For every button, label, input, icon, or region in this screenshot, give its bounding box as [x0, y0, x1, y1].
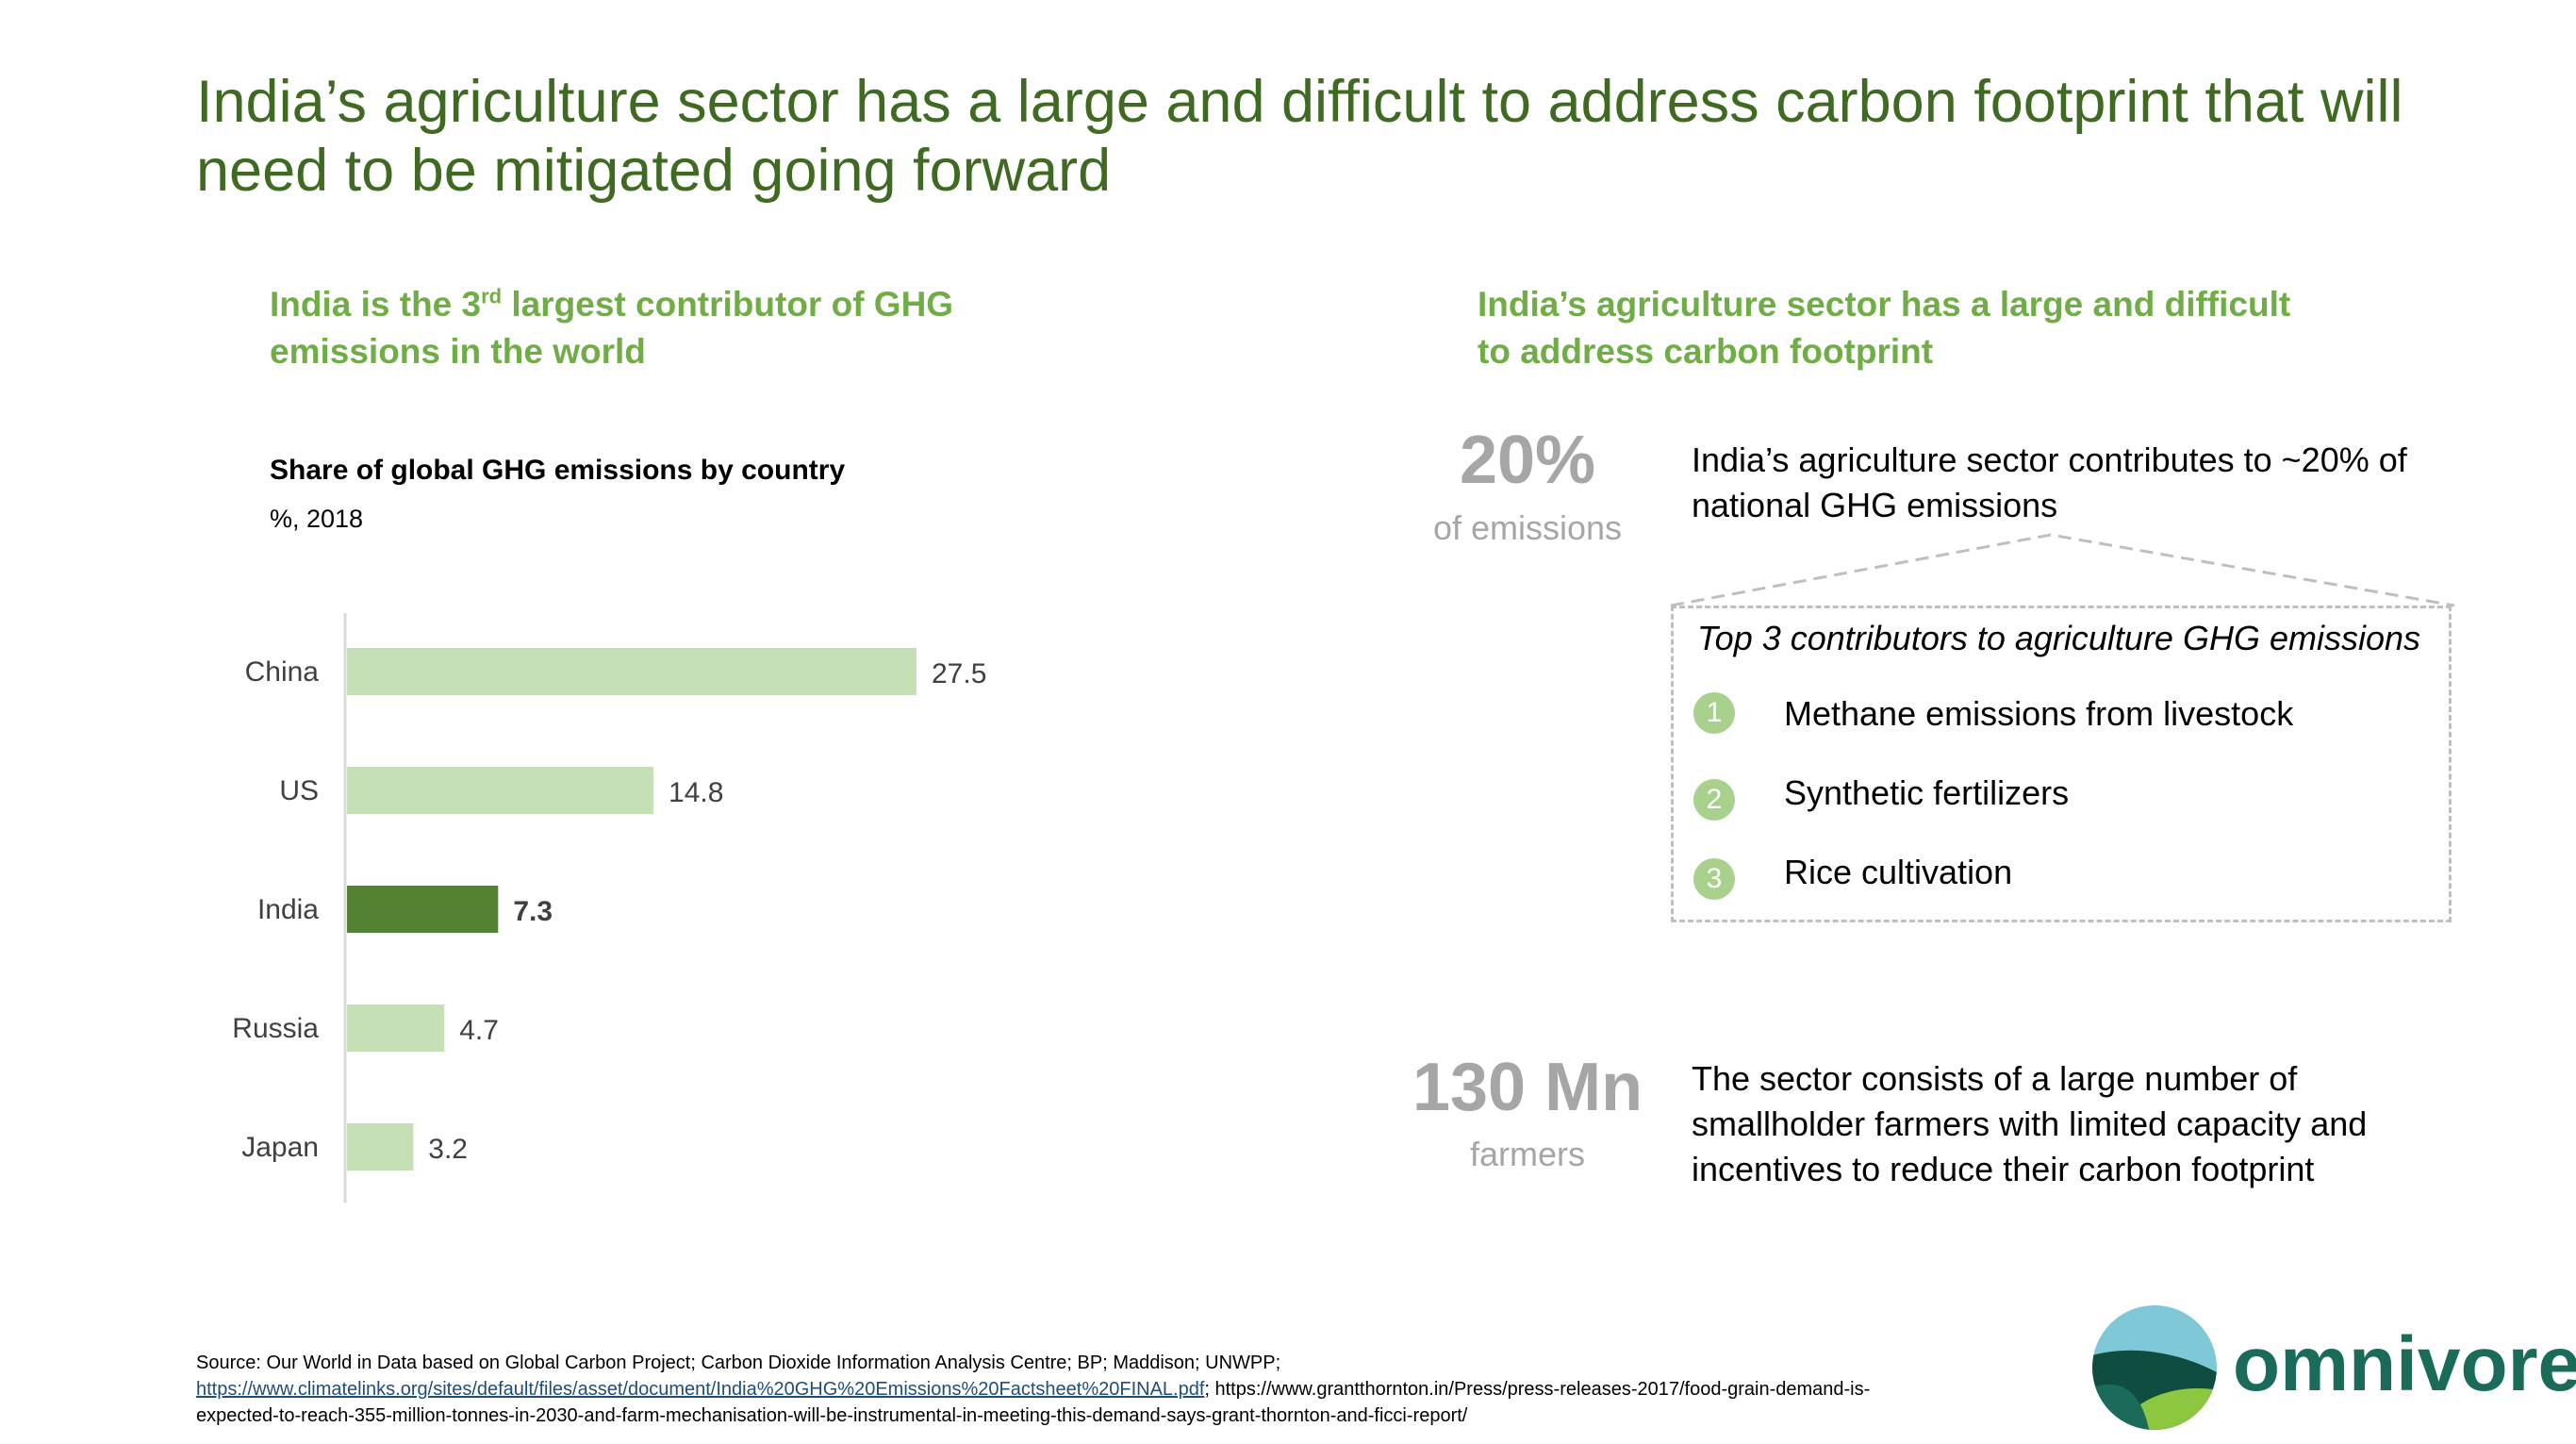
- bar-japan: [347, 1123, 414, 1170]
- emissions-share-stat: 20%: [1459, 423, 1596, 498]
- contributors-title: Top 3 contributors to agriculture GHG em…: [1697, 619, 2421, 657]
- category-label-india: India: [257, 894, 319, 925]
- emissions-share-text: India’s agriculture sector contributes t…: [1692, 440, 2407, 524]
- value-label-us: 14.8: [669, 777, 723, 808]
- value-label-russia: 4.7: [459, 1015, 499, 1046]
- bar-india: [347, 886, 499, 933]
- contributor-number-2: 2: [1693, 779, 1735, 821]
- source-link[interactable]: https://www.climatelinks.org/sites/defau…: [196, 1379, 1205, 1400]
- bar-us: [347, 767, 654, 814]
- category-label-china: China: [245, 656, 320, 688]
- contributor-number-1: 1: [1693, 692, 1735, 734]
- category-label-japan: Japan: [241, 1132, 319, 1163]
- category-label-us: US: [279, 775, 319, 806]
- farmers-text: The sector consists of a large number of…: [1692, 1059, 2368, 1188]
- right-section-heading: India’s agriculture sector has a large a…: [1478, 285, 2291, 371]
- left-section-heading: India is the 3rd largest contributor of …: [270, 284, 954, 371]
- category-label-russia: Russia: [232, 1013, 319, 1044]
- value-label-japan: 3.2: [428, 1134, 468, 1165]
- callout-connector: [1670, 533, 2455, 607]
- farmers-stat: 130 Mn: [1412, 1050, 1643, 1125]
- bar-china: [347, 648, 916, 695]
- omnivore-logo-icon: [2092, 1305, 2217, 1430]
- emissions-share-unit: of emissions: [1432, 508, 1623, 547]
- value-label-china: 27.5: [932, 658, 986, 689]
- omnivore-logo-text: omnivore: [2233, 1321, 2576, 1407]
- page-title: India’s agriculture sector has a large a…: [196, 69, 2403, 204]
- bar-russia: [347, 1004, 445, 1052]
- contributor-item-1: Methane emissions from livestock: [1784, 694, 2294, 733]
- bar-chart: China 27.5 US 14.8 India 7.3 Russia 4.7 Japan 3.2: [232, 613, 986, 1203]
- contributors-box: [1671, 606, 2452, 922]
- contributor-item-3: Rice cultivation: [1784, 853, 2013, 891]
- value-label-india: 7.3: [513, 896, 553, 927]
- farmers-unit: farmers: [1469, 1135, 1585, 1173]
- chart-title: Share of global GHG emissions by country: [270, 455, 846, 486]
- contributor-item-2: Synthetic fertilizers: [1784, 773, 2070, 812]
- contributor-number-3: 3: [1693, 858, 1735, 900]
- chart-subtitle: %, 2018: [270, 505, 364, 533]
- source-note: Source: Our World in Data based on Globa…: [196, 1353, 1871, 1426]
